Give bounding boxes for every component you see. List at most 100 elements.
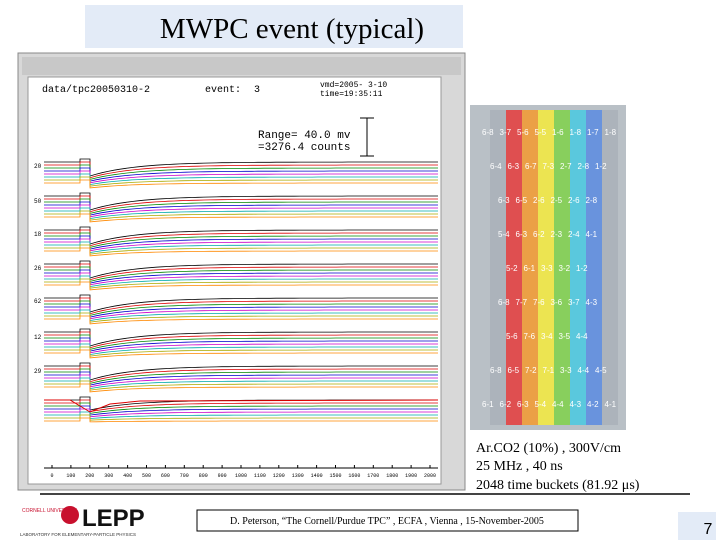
trace	[44, 417, 438, 423]
note: 25 MHz , 40 ns	[476, 459, 563, 474]
trace	[44, 275, 438, 287]
trace	[44, 294, 438, 313]
trace	[44, 235, 438, 250]
x-label: 100	[66, 473, 75, 479]
pad-label: 7-2	[525, 366, 537, 375]
x-label: 700	[180, 473, 189, 479]
trace	[44, 213, 438, 223]
trace	[44, 176, 438, 187]
trace	[44, 167, 438, 182]
pad-label: 2-4	[568, 230, 580, 239]
trace	[44, 300, 438, 316]
pad-label: 1-2	[595, 162, 607, 171]
pad-label: 1-2	[576, 264, 588, 273]
x-label: 1400	[311, 473, 323, 479]
pad-label: 1-6	[552, 128, 564, 137]
trace	[44, 201, 438, 216]
trace	[44, 204, 438, 218]
pad-label: 1-8	[605, 128, 617, 137]
pad-band	[586, 110, 602, 425]
pad-label: 2-5	[551, 196, 563, 205]
trace	[44, 362, 438, 381]
pad-label: 4-5	[595, 366, 607, 375]
pad-band	[538, 110, 554, 425]
pad-label: 3-3	[541, 264, 553, 273]
trace	[44, 399, 438, 413]
pad-label: 6-5	[508, 366, 520, 375]
window-bar	[22, 57, 461, 75]
pad-label: 2-6	[568, 196, 580, 205]
trace	[44, 170, 438, 184]
pad-label: 3-5	[559, 332, 571, 341]
pad-label: 6-3	[517, 400, 529, 409]
trace	[44, 334, 438, 350]
trace	[44, 266, 438, 282]
pad-label: 6-8	[490, 366, 502, 375]
x-label: 1900	[405, 473, 417, 479]
pad-band	[570, 110, 586, 425]
trace	[44, 173, 438, 185]
pad-label: 4-3	[586, 298, 598, 307]
trace	[44, 383, 438, 393]
x-label: 900	[218, 473, 227, 479]
trace	[44, 158, 438, 177]
trace	[44, 164, 438, 180]
footer-box	[196, 509, 579, 532]
logo-university: CORNELL UNIVERSITY	[22, 508, 77, 514]
trace	[44, 278, 438, 289]
pad-label: 1-7	[587, 128, 599, 137]
x-label: 400	[123, 473, 132, 479]
pad-label: 3-6	[551, 298, 563, 307]
range: Range= 40.0 mv	[258, 130, 351, 142]
pad-label: 5-2	[506, 264, 518, 273]
page-number-box	[678, 512, 716, 540]
trace	[44, 198, 438, 214]
trace	[44, 207, 438, 219]
trace	[44, 263, 438, 281]
trace	[44, 405, 438, 416]
x-label: 2000	[424, 473, 436, 479]
pad-label: 4-4	[578, 366, 590, 375]
logo-subtitle: LABORATORY FOR ELEMENTARY-PARTICLE PHYSI…	[20, 532, 136, 537]
pad-label: 3-7	[568, 298, 580, 307]
trace	[44, 402, 438, 414]
pad-band	[522, 110, 538, 425]
trace	[44, 408, 438, 418]
pad-label: 7-1	[543, 366, 555, 375]
slide-title: MWPC event (typical)	[160, 13, 424, 45]
pad-label: 6-5	[516, 196, 528, 205]
pad-label: 6-2	[500, 400, 512, 409]
trace	[44, 365, 438, 383]
trace	[44, 260, 438, 279]
pad-label: 7-3	[543, 162, 555, 171]
trace	[44, 343, 438, 355]
pad-label: 6-1	[524, 264, 536, 273]
trace	[44, 229, 438, 247]
pad-label: 6-3	[498, 196, 510, 205]
x-label: 800	[199, 473, 208, 479]
pad-label: 6-4	[490, 162, 502, 171]
trace	[44, 368, 438, 384]
trace	[44, 281, 438, 291]
page-number: 7	[704, 521, 713, 538]
pad-label: 1-8	[570, 128, 582, 137]
logo-emblem	[61, 506, 79, 524]
pad-label: 7-7	[516, 298, 528, 307]
trace	[44, 411, 438, 419]
note: Ar.CO2 (10%) , 300V/cm	[476, 441, 621, 456]
note: 2048 time buckets (81.92 μs)	[476, 478, 640, 493]
pad-label: 2-8	[586, 196, 598, 205]
pad-label: 7-6	[524, 332, 536, 341]
pad-label: 4-3	[570, 400, 582, 409]
trace	[44, 192, 438, 211]
trace	[44, 346, 438, 357]
pad-label: 2-6	[533, 196, 545, 205]
trace	[44, 377, 438, 389]
trace	[44, 272, 438, 286]
x-label: 1600	[348, 473, 360, 479]
pad-label: 2-8	[578, 162, 590, 171]
pad-label: 3-4	[541, 332, 553, 341]
trace	[44, 312, 438, 323]
